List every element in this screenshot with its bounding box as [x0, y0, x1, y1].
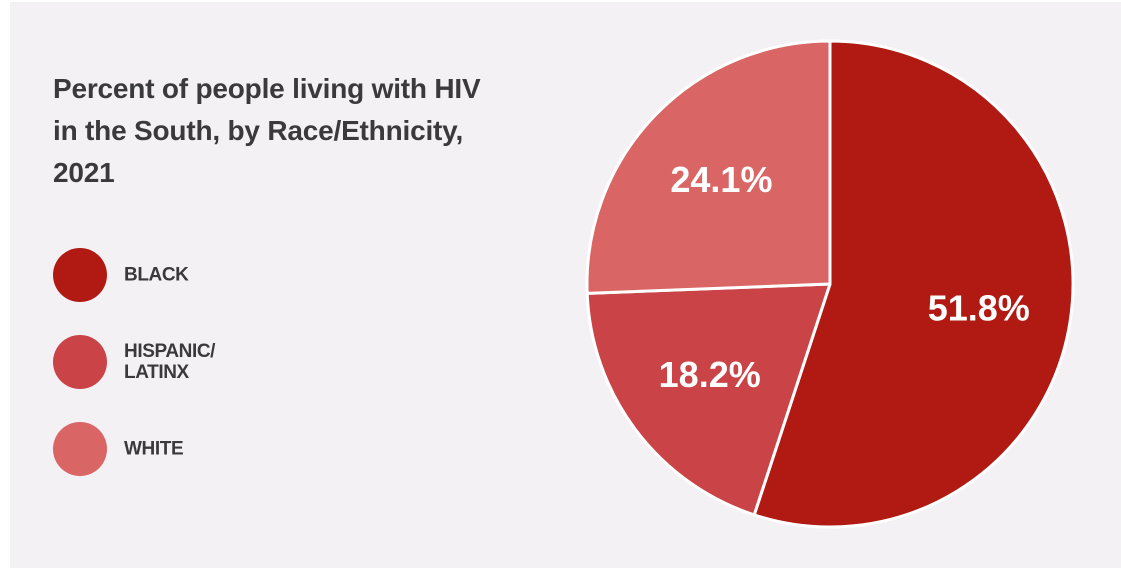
slice-label-white: 24.1% [670, 159, 772, 200]
legend-swatch-white [53, 422, 107, 476]
pie-slice-white [585, 39, 832, 295]
pie-chart: 51.8% 18.2% 24.1% [585, 39, 1075, 529]
chart-title: Percent of people living with HIV in the… [53, 73, 481, 188]
pie-slice-black [752, 39, 1075, 529]
legend-swatch-black [53, 248, 107, 302]
pie-slice-hispanic-latinx [585, 282, 832, 517]
slice-label-hispanic-latinx: 18.2% [659, 354, 761, 395]
legend-label-black: BLACK [124, 264, 189, 286]
slice-label-black: 51.8% [928, 287, 1030, 328]
legend-label-white: WHITE [124, 438, 184, 460]
chart-card: Percent of people living with HIV in the… [10, 2, 1121, 568]
legend-swatch-hispanic-latinx [53, 335, 107, 389]
legend-label-hispanic-latinx: HISPANIC/ LATINX [124, 341, 216, 383]
